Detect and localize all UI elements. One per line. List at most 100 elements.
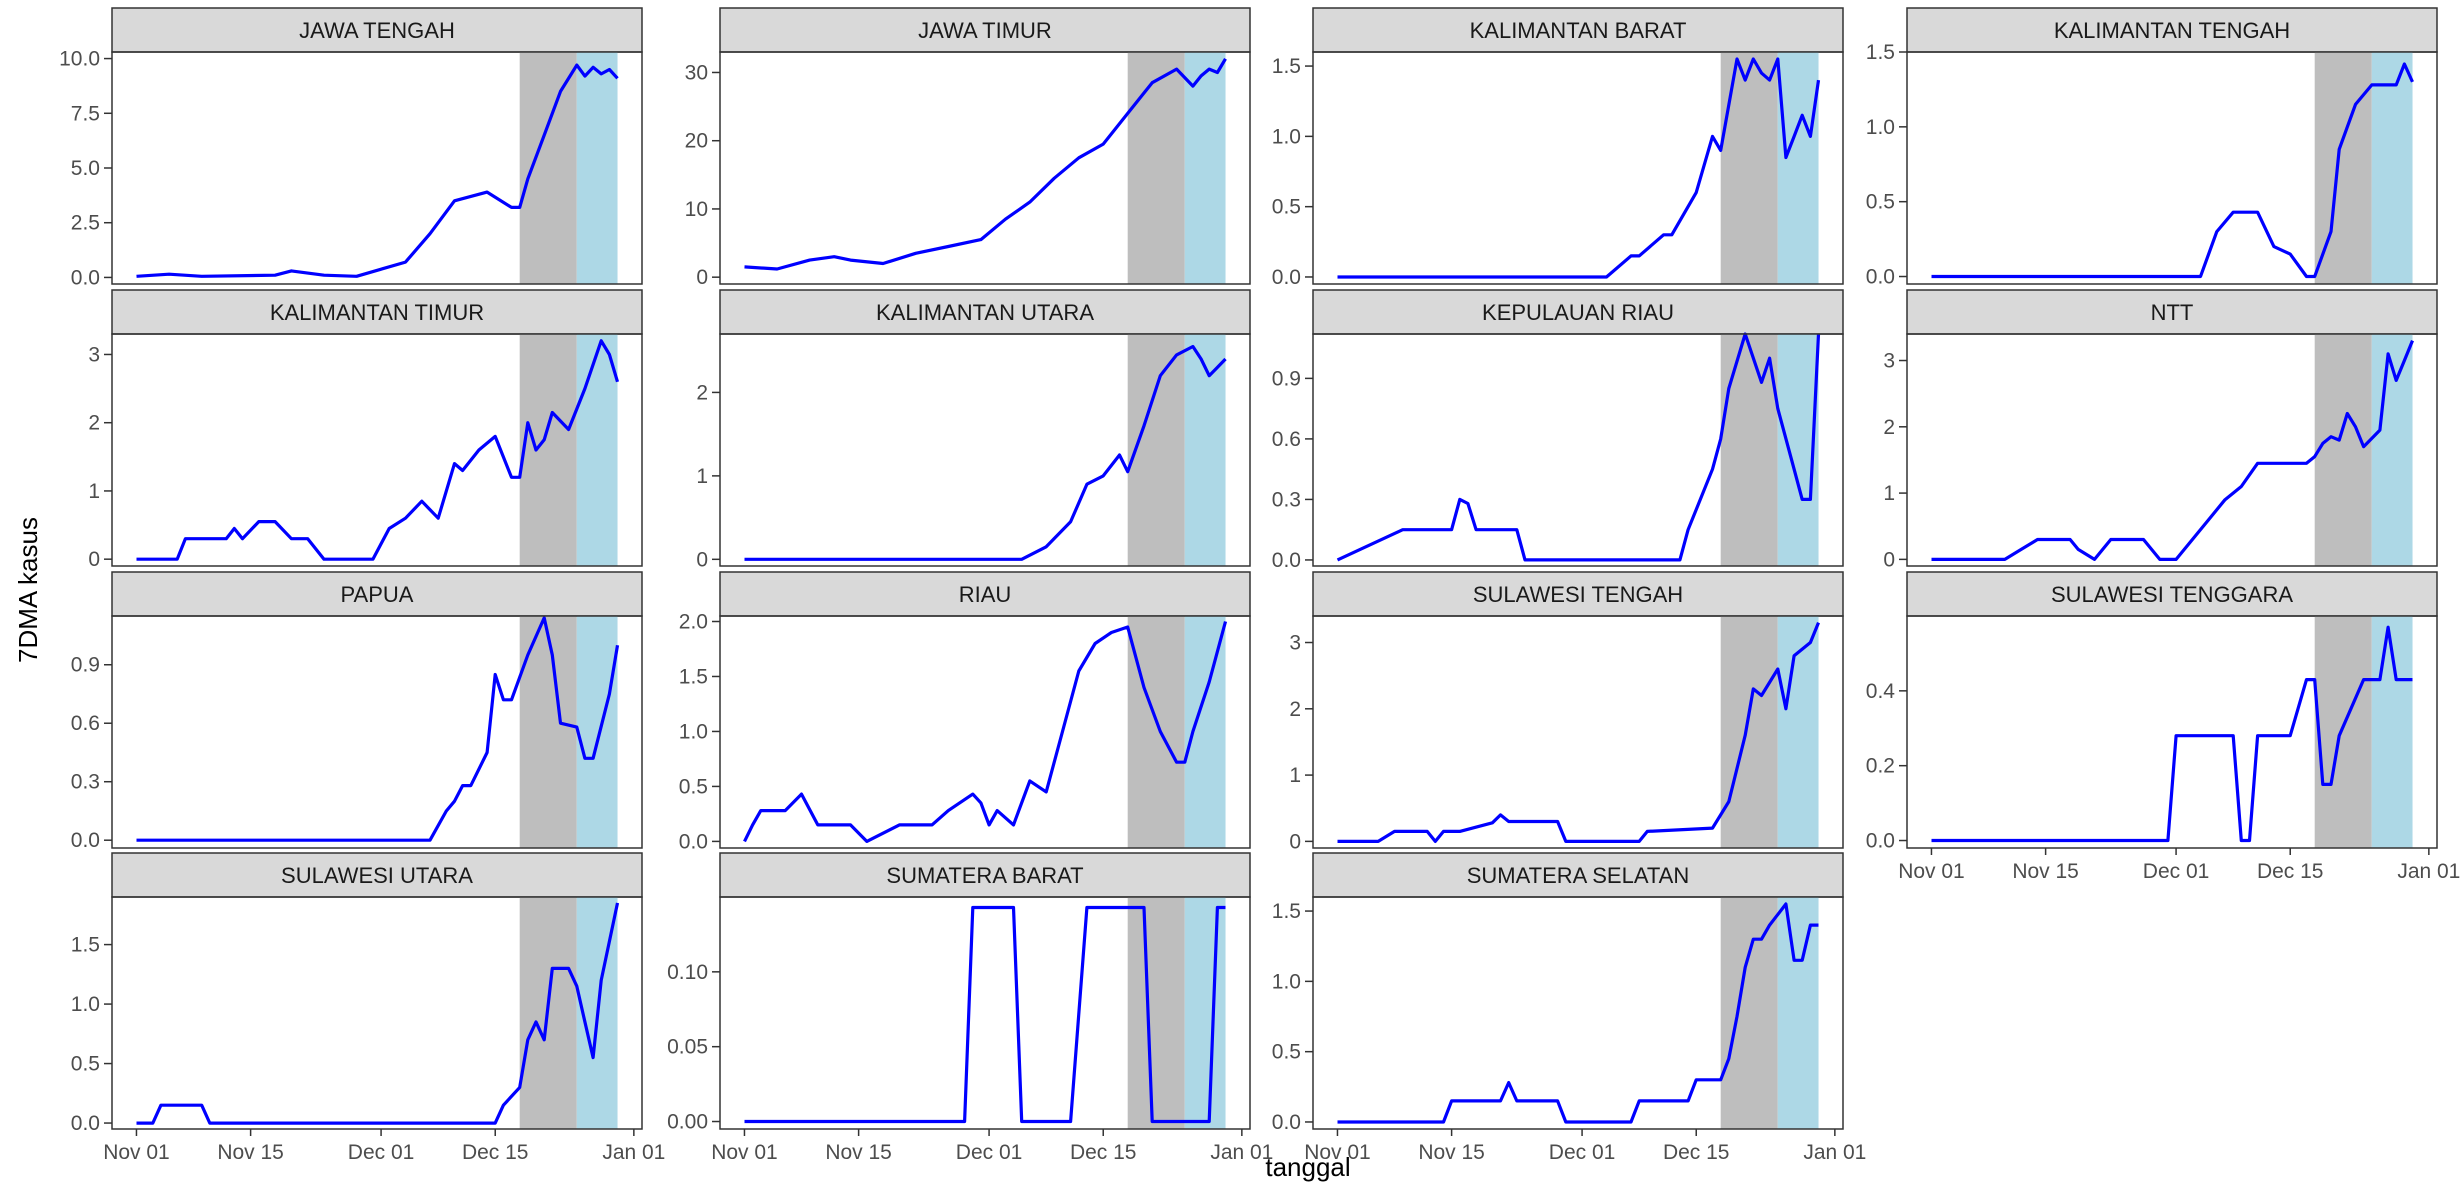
shaded-period-1-sulawesi-tengah [1720,616,1778,848]
panel-border-jawa-timur [719,51,1251,285]
facet-title-sumatera-barat: SUMATERA BARAT [886,863,1083,888]
data-line-sumatera-selatan [1337,902,1819,1124]
y-tick-label-riau: 1.0 [679,720,708,743]
facet-strip-riau [719,571,1251,617]
data-line-jawa-tengah [136,63,619,278]
facet-title-sumatera-selatan: SUMATERA SELATAN [1467,863,1690,888]
y-tick-label-kalimantan-barat: 0.5 [1272,196,1301,219]
y-tick-label-kepulauan-riau: 0.9 [1272,367,1301,390]
x-tick-label-sumatera-barat: Dec 01 [956,1141,1023,1164]
panel-border-kalimantan-timur [111,333,643,567]
x-tick-label-sulawesi-tenggara: Jan 01 [2397,860,2460,883]
y-tick-label-sulawesi-tengah: 2 [1289,698,1301,721]
y-tick-label-kalimantan-timur: 2 [88,412,100,435]
x-tick-label-sulawesi-utara: Dec 01 [348,1141,415,1164]
x-tick-label-sumatera-barat: Jan 01 [1210,1141,1273,1164]
y-tick-label-kalimantan-barat: 1.5 [1272,55,1301,78]
y-tick-label-kalimantan-barat: 1.0 [1272,125,1301,148]
y-tick-label-riau: 1.5 [679,665,708,688]
y-tick-label-kalimantan-utara: 2 [696,381,708,404]
x-tick-label-sulawesi-tenggara: Dec 01 [2143,860,2210,883]
shaded-period-2-sumatera-selatan [1777,897,1819,1129]
shaded-period-2-riau [1184,616,1226,848]
y-tick-label-jawa-tengah: 0.0 [71,266,100,289]
shaded-period-2-jawa-tengah [576,52,618,284]
facet-title-kalimantan-utara: KALIMANTAN UTARA [876,300,1094,325]
shaded-period-1-kalimantan-timur [519,334,577,566]
shaded-period-2-sumatera-barat [1184,897,1226,1129]
shaded-period-2-papua [576,616,618,848]
facet-strip-sulawesi-tengah [1312,571,1844,617]
facet-title-papua: PAPUA [341,582,414,607]
panel-border-kalimantan-tengah [1906,51,2438,285]
y-tick-label-kalimantan-tengah: 0.0 [1866,266,1895,289]
panel-border-sumatera-selatan [1312,896,1844,1130]
facet-title-kalimantan-timur: KALIMANTAN TIMUR [270,300,484,325]
shaded-period-1-kalimantan-utara [1127,334,1185,566]
shaded-period-1-jawa-tengah [519,52,577,284]
y-tick-label-kepulauan-riau: 0.3 [1272,488,1301,511]
y-tick-label-jawa-tengah: 5.0 [71,157,100,180]
shaded-period-1-riau [1127,616,1185,848]
y-tick-label-kalimantan-tengah: 0.5 [1866,191,1895,214]
y-tick-label-kalimantan-timur: 0 [88,548,100,571]
facet-strip-kalimantan-timur [111,289,643,335]
panel-border-sulawesi-tengah [1312,615,1844,849]
panel-border-papua [111,615,643,849]
y-tick-label-kalimantan-tengah: 1.0 [1866,116,1895,139]
y-tick-label-riau: 2.0 [679,610,708,633]
y-tick-label-sulawesi-utara: 1.0 [71,993,100,1016]
y-tick-label-sumatera-barat: 0.05 [667,1036,708,1059]
y-tick-label-sumatera-selatan: 0.5 [1272,1041,1301,1064]
x-tick-label-sumatera-selatan: Dec 01 [1549,1141,1616,1164]
shaded-period-2-kalimantan-barat [1777,52,1819,284]
y-tick-label-ntt: 0 [1883,548,1895,571]
data-line-sulawesi-tenggara [1931,625,2413,843]
facet-title-sulawesi-tengah: SULAWESI TENGAH [1473,582,1683,607]
y-tick-label-papua: 0.9 [71,654,100,677]
facet-title-riau: RIAU [959,582,1012,607]
facet-title-jawa-timur: JAWA TIMUR [918,18,1052,43]
y-tick-label-kalimantan-timur: 3 [88,343,100,366]
facet-strip-sulawesi-tenggara [1906,571,2438,617]
y-axis-title: 7DMA kasus [13,517,43,663]
data-line-riau [743,621,1228,844]
y-tick-label-sumatera-barat: 0.00 [667,1111,708,1134]
x-tick-label-sumatera-selatan: Jan 01 [1803,1141,1866,1164]
shaded-period-2-kalimantan-utara [1184,334,1226,566]
x-tick-label-sumatera-selatan: Nov 01 [1304,1141,1371,1164]
y-tick-label-kepulauan-riau: 0.0 [1272,549,1301,572]
shaded-period-2-kalimantan-tengah [2371,52,2413,284]
y-tick-label-kalimantan-utara: 0 [696,548,708,571]
shaded-period-2-jawa-timur [1184,52,1226,284]
panel-border-kepulauan-riau [1312,333,1844,567]
panel-border-kalimantan-barat [1312,51,1844,285]
facet-title-kepulauan-riau: KEPULAUAN RIAU [1482,300,1674,325]
facet-strip-papua [111,571,643,617]
panel-border-ntt [1906,333,2438,567]
y-tick-label-sumatera-selatan: 1.0 [1272,970,1301,993]
shaded-period-1-sulawesi-tenggara [2314,616,2372,848]
shaded-period-1-sumatera-selatan [1720,897,1778,1129]
data-line-kalimantan-barat [1337,57,1821,279]
facet-strip-jawa-tengah [111,7,643,53]
facet-strip-kepulauan-riau [1312,289,1844,335]
panel-border-sulawesi-utara [111,896,643,1130]
y-tick-label-sulawesi-tenggara: 0.2 [1866,755,1895,778]
panel-border-kalimantan-utara [719,333,1251,567]
facet-strip-ntt [1906,289,2438,335]
data-line-kalimantan-utara [744,344,1227,561]
y-tick-label-sulawesi-utara: 0.5 [71,1053,100,1076]
shaded-period-1-sumatera-barat [1127,897,1185,1129]
y-tick-label-kalimantan-utara: 1 [696,465,708,488]
facet-title-sulawesi-utara: SULAWESI UTARA [281,863,473,888]
y-tick-label-papua: 0.0 [71,829,100,852]
y-tick-label-sulawesi-tengah: 3 [1289,632,1301,655]
facet-strip-kalimantan-tengah [1906,7,2438,53]
y-tick-label-jawa-tengah: 10.0 [59,48,100,71]
facet-strip-kalimantan-utara [719,289,1251,335]
data-line-jawa-timur [744,57,1227,271]
y-tick-label-sulawesi-utara: 0.0 [71,1112,100,1135]
facet-title-kalimantan-tengah: KALIMANTAN TENGAH [2054,18,2290,43]
